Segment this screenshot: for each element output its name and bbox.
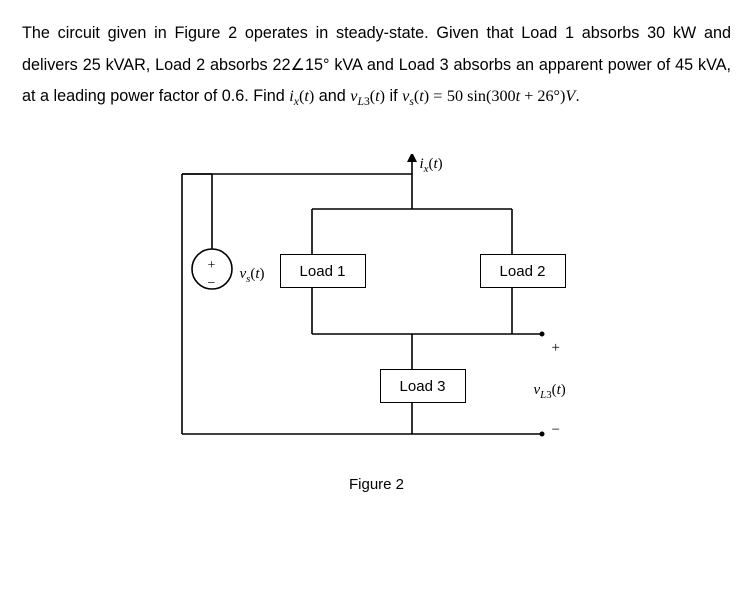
value-s3: 45 kVA: [675, 56, 726, 74]
text: , Load 2 absorbs: [146, 56, 273, 74]
text: .: [575, 87, 580, 105]
value-pf3: 0.6: [222, 87, 245, 105]
load-3-box: Load 3: [380, 369, 466, 403]
value-q1: 25 kVAR: [83, 56, 146, 74]
text: and: [314, 87, 350, 105]
circuit-wires: [162, 154, 592, 464]
text: The circuit given in Figure 2 operates i…: [22, 24, 647, 42]
text: and Load 3 absorbs an apparent power of: [362, 56, 675, 74]
figure-2: + − vs(t) ix(t) Load 1 Load 2 Load 3 + v…: [22, 154, 731, 499]
expr-vs-rhs: 50 sin(300t + 26°)V: [447, 81, 575, 113]
problem-statement: The circuit given in Figure 2 operates i…: [22, 18, 731, 114]
circuit-diagram: + − vs(t) ix(t) Load 1 Load 2 Load 3 + v…: [162, 154, 592, 464]
text: if: [385, 87, 402, 105]
vl3-plus: +: [552, 334, 560, 363]
expr-vl3: vL3(t): [350, 87, 385, 105]
load-1-box: Load 1: [280, 254, 366, 288]
expr-ix: ix(t): [289, 87, 314, 105]
value-s2: 22∠15° kVA: [272, 56, 361, 74]
label-ix: ix(t): [420, 150, 443, 180]
source-minus: −: [208, 270, 216, 297]
label-vl3: vL3(t): [534, 376, 566, 406]
value-p1: 30 kW: [647, 24, 696, 42]
expr-vs-lhs: vs(t) =: [402, 87, 442, 105]
load-2-box: Load 2: [480, 254, 566, 288]
figure-caption: Figure 2: [349, 470, 404, 499]
label-vs: vs(t): [240, 260, 265, 290]
vl3-minus: −: [552, 416, 560, 445]
text: . Find: [244, 87, 289, 105]
